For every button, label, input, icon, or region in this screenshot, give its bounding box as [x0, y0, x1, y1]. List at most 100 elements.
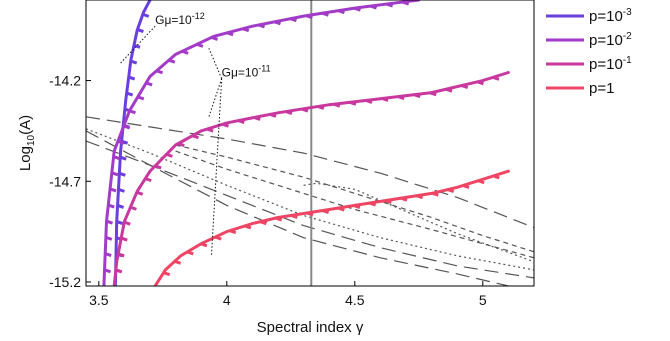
- series-mark-1: [156, 69, 164, 75]
- series-mark-2: [177, 142, 185, 147]
- series-mark-1: [111, 171, 119, 177]
- series-mark-2: [492, 75, 500, 81]
- legend-label-2: p=10-1: [589, 55, 632, 73]
- x-tick-label: 5: [479, 292, 487, 308]
- series-mark-1: [386, 2, 394, 8]
- series-mark-1: [104, 252, 112, 258]
- y-axis-title-sub: 10: [26, 134, 37, 146]
- series-3: [153, 169, 510, 286]
- series-mark-2: [445, 87, 453, 93]
- series-mark-2: [429, 91, 437, 97]
- series-mark-1: [113, 155, 121, 161]
- series-mark-0: [133, 43, 141, 49]
- series-mark-1: [337, 9, 345, 15]
- series-mark-1: [305, 14, 313, 20]
- x-tick-label: 4.5: [345, 292, 365, 308]
- legend-label-1: p=10-2: [589, 31, 632, 49]
- series-mark-3: [416, 194, 424, 200]
- annotation-sup: -11: [258, 64, 270, 74]
- series-mark-3: [400, 196, 408, 202]
- series-mark-3: [369, 201, 377, 207]
- legend-label-text: p=10: [589, 32, 623, 49]
- series-mark-0: [118, 171, 126, 177]
- series-mark-0: [128, 75, 136, 81]
- series-mark-3: [244, 224, 252, 230]
- series-mark-2: [301, 107, 309, 113]
- series-mark-3: [477, 179, 485, 185]
- series-line-0: [113, 0, 152, 286]
- series-mark-2: [365, 98, 373, 104]
- series-mark-3: [259, 220, 267, 226]
- series-mark-2: [117, 252, 125, 258]
- series-mark-1: [226, 31, 234, 37]
- series-mark-2: [461, 84, 469, 89]
- series-mark-1: [181, 49, 189, 55]
- series-1: [102, 0, 421, 286]
- series-mark-2: [413, 93, 421, 99]
- annotation-sup: -12: [192, 11, 205, 21]
- series-mark-2: [476, 80, 484, 86]
- legend-label-sup: -3: [623, 7, 632, 18]
- series-mark-2: [129, 205, 137, 211]
- x-tick-label: 4: [223, 292, 231, 308]
- dashed-curve-1: [86, 140, 534, 279]
- series-mark-3: [462, 184, 470, 189]
- series-mark-3: [431, 191, 439, 197]
- annotation-0: Gμ=10-12: [155, 11, 205, 27]
- dashed-curve-2: [86, 130, 509, 286]
- annotation-text: Gμ=10: [155, 13, 192, 27]
- series-2: [112, 71, 510, 286]
- annotation-pointer: [208, 48, 223, 79]
- series-mark-2: [123, 220, 131, 226]
- series-mark-3: [275, 216, 283, 222]
- series-mark-3: [306, 211, 314, 217]
- plot-frame: [85, 0, 535, 287]
- series-mark-1: [242, 27, 250, 33]
- series-mark-3: [337, 206, 345, 212]
- series-mark-2: [136, 190, 144, 196]
- legend-label-text: p=10: [589, 8, 623, 25]
- series-mark-2: [285, 110, 293, 115]
- legend-label-3: p=1: [589, 80, 614, 97]
- series-mark-2: [333, 102, 341, 108]
- series-mark-3: [200, 242, 208, 248]
- series-mark-2: [397, 95, 405, 101]
- series-mark-1: [117, 139, 125, 145]
- series-mark-1: [402, 0, 410, 6]
- legend-label-0: p=10-3: [589, 7, 632, 25]
- series-mark-1: [370, 4, 377, 10]
- annotation-pointer: [210, 78, 223, 256]
- series-mark-1: [353, 6, 361, 12]
- series-mark-2: [154, 164, 162, 170]
- series-mark-3: [229, 229, 237, 235]
- series-mark-3: [214, 235, 222, 241]
- series-mark-2: [269, 112, 277, 118]
- series-mark-0: [136, 28, 144, 34]
- series-mark-2: [191, 134, 199, 140]
- series-mark-2: [165, 152, 173, 158]
- series-mark-3: [163, 271, 171, 277]
- dashed-curve-0: [86, 116, 534, 229]
- series-mark-0: [130, 59, 138, 65]
- series-mark-3: [322, 209, 330, 214]
- series-mark-3: [174, 259, 182, 265]
- series-mark-1: [145, 81, 153, 87]
- y-axis-title: Log10(A): [17, 115, 37, 171]
- series-mark-2: [349, 100, 357, 106]
- series-mark-1: [168, 58, 176, 64]
- legend-label-sup: -1: [623, 55, 632, 66]
- series-mark-3: [290, 214, 298, 219]
- series-mark-3: [492, 174, 500, 180]
- series-mark-1: [274, 20, 281, 26]
- x-tick-label: 3.5: [89, 292, 109, 308]
- series-mark-0: [119, 155, 127, 161]
- series-mark-3: [384, 199, 392, 205]
- series-line-1: [102, 0, 421, 286]
- y-tick-label: -15.2: [49, 274, 81, 290]
- series-mark-0: [118, 187, 125, 193]
- series-mark-1: [129, 109, 136, 115]
- series-mark-2: [222, 122, 230, 128]
- y-tick-label: -14.2: [49, 73, 81, 89]
- series-mark-0: [142, 12, 150, 18]
